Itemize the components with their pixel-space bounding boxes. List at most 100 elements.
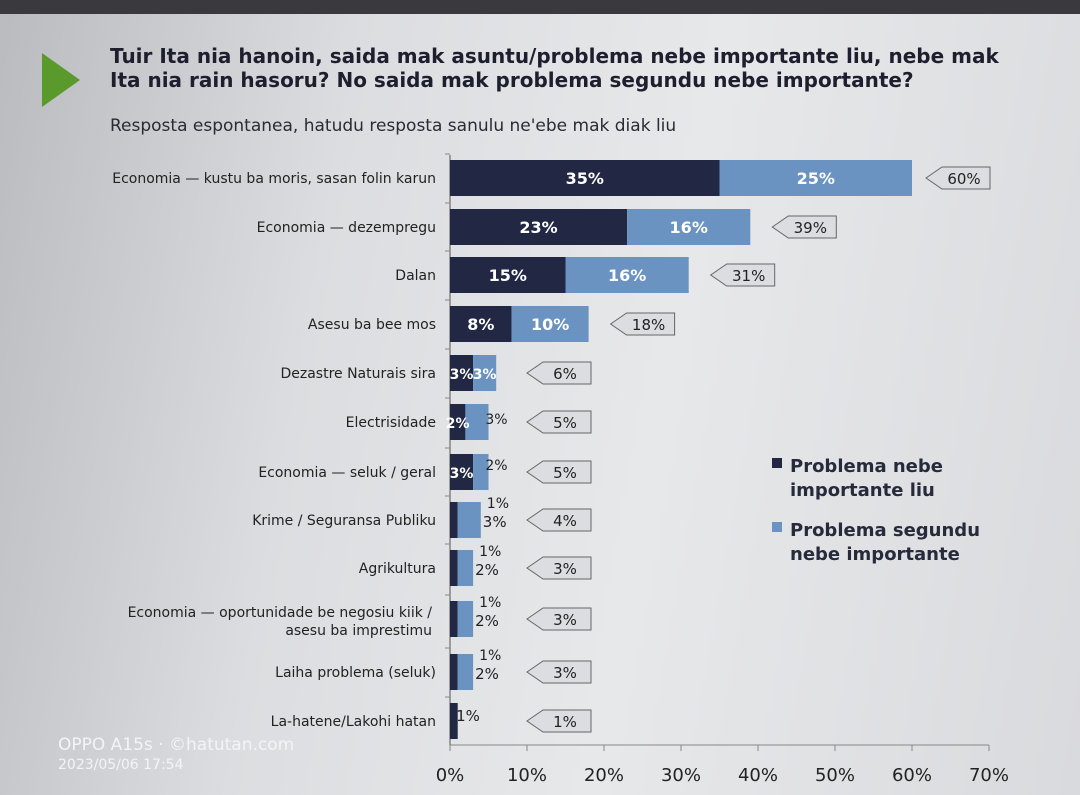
bar-primary (450, 355, 474, 391)
total-label: 3% (553, 560, 577, 578)
data-label-secondary: 2% (485, 458, 507, 474)
data-label-primary: 1% (479, 648, 501, 664)
data-label-secondary: 2% (475, 561, 499, 579)
x-tick-label: 30% (661, 765, 701, 786)
bar-secondary (473, 454, 489, 490)
data-label-secondary: 3% (483, 513, 507, 531)
legend-label-primary: Problema nebe importante liu (790, 456, 943, 501)
bar-secondary (565, 257, 689, 293)
photo-frame-edge (0, 0, 1080, 14)
total-callout (526, 361, 592, 385)
category-label: Krime / Seguransa Publiku (252, 513, 436, 529)
bar-secondary (457, 601, 474, 637)
total-callout (925, 166, 991, 190)
bar-secondary (719, 160, 912, 196)
total-label: 3% (553, 664, 577, 682)
x-tick-label: 40% (738, 765, 778, 786)
total-label: 6% (553, 365, 577, 383)
total-callout (526, 709, 592, 733)
total-callout (526, 607, 592, 631)
x-tick-label: 10% (507, 765, 547, 786)
data-label-primary: 8% (467, 315, 494, 334)
bar-primary (450, 502, 458, 538)
total-label: 60% (947, 170, 980, 188)
data-label-primary: 2% (446, 416, 470, 432)
category-label: Dezastre Naturais sira (280, 366, 436, 382)
bar-secondary (627, 209, 751, 245)
bar-secondary (465, 404, 489, 440)
watermark-device: OPPO A15s · ©hatutan.com (58, 735, 295, 755)
total-label: 39% (794, 219, 827, 237)
bar-secondary (457, 550, 474, 586)
data-label-primary: 15% (489, 266, 527, 285)
total-label: 18% (632, 316, 665, 334)
category-label: Economia — kustu ba moris, sasan folin k… (112, 171, 436, 187)
category-label: asesu ba imprestimu (285, 623, 432, 639)
legend-item-primary: Problema nebe importante liu (772, 455, 950, 503)
data-label-primary: 23% (519, 218, 557, 237)
data-label-secondary: 16% (670, 218, 708, 237)
category-label: Economia — seluk / geral (258, 465, 436, 481)
category-label: Economia — dezempregu (257, 220, 436, 236)
chart-subtitle: Resposta espontanea, hatudu resposta san… (110, 116, 677, 136)
data-label-primary: 1% (479, 544, 501, 560)
total-callout (526, 460, 592, 484)
data-label-primary: 35% (566, 169, 604, 188)
category-label: Electrisidade (346, 415, 436, 431)
total-label: 1% (553, 713, 577, 731)
legend-swatch-secondary (772, 522, 782, 532)
bar-primary (450, 703, 458, 739)
legend-swatch-primary (772, 458, 782, 468)
data-label-primary: 3% (450, 367, 474, 383)
total-callout (526, 556, 592, 580)
category-label: La-hatene/Lakohi hatan (271, 714, 436, 730)
bar-secondary (473, 355, 497, 391)
data-label-secondary: 10% (531, 315, 569, 334)
x-tick-label: 70% (969, 765, 1009, 786)
data-label-primary: 1% (487, 496, 509, 512)
data-label-secondary: 2% (475, 665, 499, 683)
total-callout (526, 660, 592, 684)
bar-primary (450, 454, 474, 490)
total-label: 3% (553, 611, 577, 629)
chart-title: Tuir Ita nia hanoin, saida mak asuntu/pr… (110, 44, 999, 92)
slide-arrow-icon (42, 53, 80, 107)
category-label: Dalan (395, 268, 436, 284)
category-label: Asesu ba bee mos (308, 317, 436, 333)
data-label-secondary: 3% (485, 412, 507, 428)
bar-secondary (511, 306, 589, 342)
category-label: Laiha problema (seluk) (275, 665, 436, 681)
x-tick-label: 20% (584, 765, 624, 786)
data-label-secondary: 25% (797, 169, 835, 188)
watermark-datetime: 2023/05/06 17:54 (58, 757, 184, 773)
category-label: Economia — oportunidade be negosiu kiik … (128, 605, 433, 621)
data-label-secondary: 16% (608, 266, 646, 285)
bar-primary (450, 257, 566, 293)
data-label-primary: 1% (456, 707, 480, 725)
x-tick-label: 50% (815, 765, 855, 786)
total-callout (526, 410, 592, 434)
total-callout (771, 215, 837, 239)
total-label: 5% (553, 414, 577, 432)
total-callout (709, 263, 776, 287)
bar-primary (450, 404, 466, 440)
bar-primary (450, 160, 720, 196)
legend-label-secondary: Problema segundu nebe importante (790, 520, 981, 565)
data-label-primary: 3% (450, 466, 474, 482)
total-label: 31% (732, 267, 765, 285)
bar-secondary (457, 502, 481, 538)
bar-primary (450, 601, 458, 637)
bar-secondary (457, 654, 474, 690)
total-callout (526, 508, 592, 532)
data-label-secondary: 2% (475, 612, 499, 630)
bar-primary (450, 654, 458, 690)
bar-primary (450, 209, 628, 245)
category-label: Agrikultura (359, 561, 436, 577)
x-tick-label: 0% (436, 765, 465, 786)
total-callout (609, 312, 676, 336)
bar-primary (450, 550, 458, 586)
legend-item-secondary: Problema segundu nebe importante (772, 519, 980, 567)
data-label-primary: 1% (479, 595, 501, 611)
bar-primary (450, 306, 512, 342)
